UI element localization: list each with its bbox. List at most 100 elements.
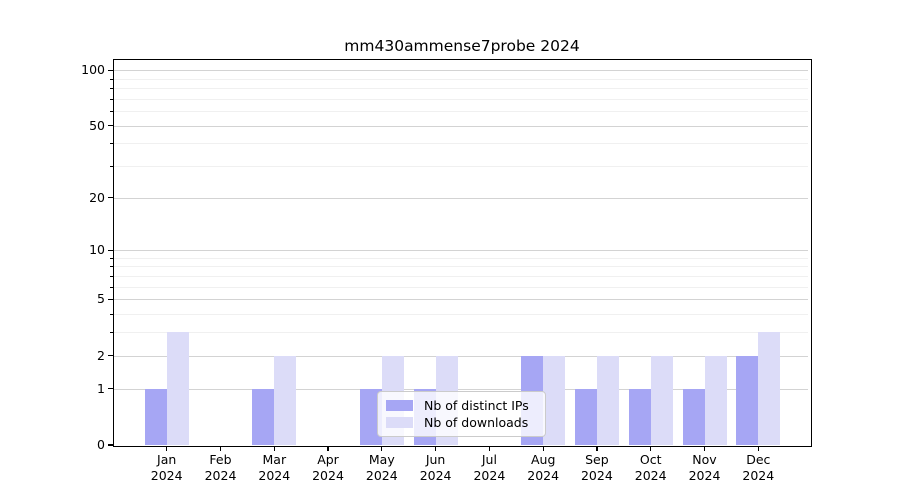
y-minor-tick-mark: [110, 314, 113, 316]
bar-distinct-ips: [359, 388, 382, 446]
gridline-major: [114, 250, 808, 252]
x-tick-month: Feb: [209, 452, 232, 467]
x-tick-mark: [434, 446, 437, 451]
y-major-tick-mark: [108, 197, 113, 199]
gridline-minor: [114, 87, 808, 89]
bar-downloads: [758, 332, 781, 446]
y-major-tick-mark: [108, 444, 113, 446]
x-tick-label: Nov 2024: [673, 452, 737, 483]
x-tick-year: 2024: [473, 467, 506, 483]
x-tick-year: 2024: [688, 467, 721, 483]
y-tick-label: 5: [97, 291, 105, 307]
y-major-tick-mark: [108, 355, 113, 357]
gridline-minor: [114, 111, 808, 112]
x-tick-year: 2024: [258, 467, 291, 483]
y-minor-tick-mark: [110, 98, 113, 100]
gridline-major: [114, 355, 808, 357]
bar-distinct-ips: [144, 388, 167, 446]
bar-downloads: [596, 355, 619, 446]
y-major-tick-mark: [108, 125, 113, 127]
y-minor-tick-mark: [110, 111, 113, 112]
gridline-minor: [114, 257, 808, 259]
y-major-tick-mark: [108, 298, 113, 301]
x-tick-label: Dec 2024: [726, 452, 790, 483]
x-tick-month: Jan: [157, 452, 177, 467]
y-major-tick-mark: [108, 388, 113, 390]
x-tick-label: Jan 2024: [135, 452, 199, 483]
legend-swatch-downloads: [386, 417, 413, 428]
gridline-minor: [114, 286, 808, 288]
x-tick-month: May: [368, 452, 395, 467]
x-tick-mark: [757, 446, 759, 451]
gridline-major: [114, 388, 808, 390]
y-major-tick-mark: [108, 249, 113, 251]
bar-distinct-ips: [682, 388, 705, 446]
legend-swatch-distinct-ips: [386, 400, 413, 411]
y-major-tick-mark: [108, 69, 113, 71]
x-tick-year: 2024: [527, 467, 560, 483]
gridline-minor: [114, 314, 808, 316]
x-tick-mark: [273, 446, 275, 451]
x-tick-year: 2024: [580, 467, 613, 483]
x-tick-mark: [650, 446, 652, 451]
gridline-minor: [114, 332, 808, 334]
gridline-minor: [114, 98, 808, 100]
y-minor-tick-mark: [110, 332, 113, 334]
y-minor-tick-mark: [110, 286, 113, 288]
y-tick-label: 10: [89, 242, 105, 258]
x-tick-label: Jul 2024: [457, 452, 521, 483]
y-tick-label: 20: [89, 189, 105, 205]
y-minor-tick-mark: [110, 78, 113, 80]
x-tick-month: Jul: [481, 452, 497, 467]
x-tick-month: Apr: [317, 452, 339, 467]
y-tick-label: 100: [81, 62, 105, 77]
x-tick-mark: [596, 446, 598, 451]
x-tick-year: 2024: [312, 467, 344, 483]
gridline-minor: [114, 143, 808, 145]
y-tick-label: 2: [97, 347, 105, 363]
x-tick-label: Jun 2024: [404, 452, 468, 483]
y-minor-tick-mark: [110, 257, 113, 259]
x-tick-month: Jun: [425, 452, 446, 467]
x-tick-label: Sep 2024: [565, 452, 629, 483]
x-tick-mark: [327, 446, 329, 451]
x-tick-month: Nov: [692, 452, 717, 467]
y-minor-tick-mark: [110, 275, 113, 277]
gridline-major: [114, 125, 808, 127]
legend: Nb of distinct IPs Nb of downloads: [377, 391, 546, 437]
bar-downloads: [274, 355, 297, 446]
x-tick-mark: [542, 446, 544, 451]
x-tick-year: 2024: [742, 467, 775, 483]
x-tick-mark: [166, 446, 168, 451]
gridline-minor: [114, 165, 808, 167]
bar-distinct-ips: [574, 388, 597, 446]
y-tick-label: 0: [97, 436, 105, 452]
x-tick-label: Aug 2024: [511, 452, 575, 483]
gridline-major: [114, 70, 808, 71]
x-tick-label: Feb 2024: [189, 452, 253, 483]
gridline-minor: [114, 266, 808, 268]
y-minor-tick-mark: [110, 165, 113, 167]
y-tick-label: 50: [89, 117, 105, 133]
y-minor-tick-mark: [110, 266, 113, 268]
x-tick-month: Oct: [639, 452, 662, 467]
bar-downloads: [166, 332, 189, 446]
chart-title: mm430ammense7probe 2024: [344, 37, 580, 55]
x-tick-mark: [381, 446, 383, 451]
y-minor-tick-mark: [110, 87, 113, 89]
bar-downloads: [704, 355, 727, 446]
x-tick-mark: [703, 446, 706, 451]
x-tick-label: May 2024: [350, 452, 414, 483]
gridline-major: [114, 299, 808, 301]
x-tick-month: Mar: [262, 452, 287, 467]
x-tick-month: Dec: [746, 452, 771, 467]
y-tick-label: 1: [97, 380, 105, 396]
x-tick-label: Mar 2024: [242, 452, 306, 483]
x-tick-year: 2024: [150, 467, 183, 483]
gridline-major: [114, 197, 808, 199]
x-tick-year: 2024: [365, 467, 398, 483]
legend-label-downloads: Nb of downloads: [424, 415, 529, 430]
gridline-minor: [114, 275, 808, 277]
y-minor-tick-mark: [110, 143, 113, 145]
